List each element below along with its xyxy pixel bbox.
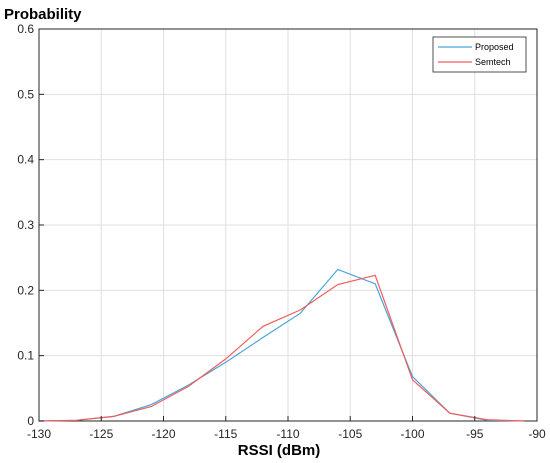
legend-label-proposed: Proposed — [475, 42, 514, 52]
x-tick-label: -100 — [400, 427, 424, 441]
series-line-proposed — [38, 268, 525, 422]
legend-box — [432, 36, 527, 73]
x-tick-label: -90 — [528, 427, 546, 441]
y-tick-label: 0.6 — [17, 22, 34, 36]
x-tick-label: -120 — [151, 427, 175, 441]
x-tick-label: -110 — [276, 427, 299, 441]
y-tick-label: 0.4 — [17, 153, 34, 167]
y-axis-ticks: 0 0.1 0.2 0.3 0.4 0.5 0.6 — [17, 22, 44, 428]
y-tick-label: 0.3 — [17, 218, 34, 232]
legend-items: Proposed Semtech — [438, 42, 514, 67]
x-tick-label: -115 — [214, 427, 237, 441]
legend-label-semtech: Semtech — [475, 57, 511, 67]
y-tick-label: 0.5 — [17, 87, 34, 101]
series-layer — [38, 268, 525, 422]
y-tick-label: 0 — [27, 414, 34, 428]
x-tick-label: -130 — [27, 427, 51, 441]
x-axis-ticks: -130 -125 -120 -115 -110 -105 -100 -95 -90 — [27, 416, 546, 441]
y-tick-label: 0.2 — [17, 283, 34, 297]
x-tick-label: -95 — [466, 427, 484, 441]
x-axis-label: RSSI (dBm) — [238, 442, 321, 459]
grid — [38, 28, 538, 422]
x-tick-label: -105 — [338, 427, 362, 441]
legend: Proposed Semtech — [432, 36, 527, 73]
y-axis-label: Probability — [4, 6, 82, 23]
x-tick-label: -125 — [89, 427, 113, 441]
y-tick-label: 0.1 — [17, 349, 34, 363]
series-line-semtech — [38, 274, 525, 422]
